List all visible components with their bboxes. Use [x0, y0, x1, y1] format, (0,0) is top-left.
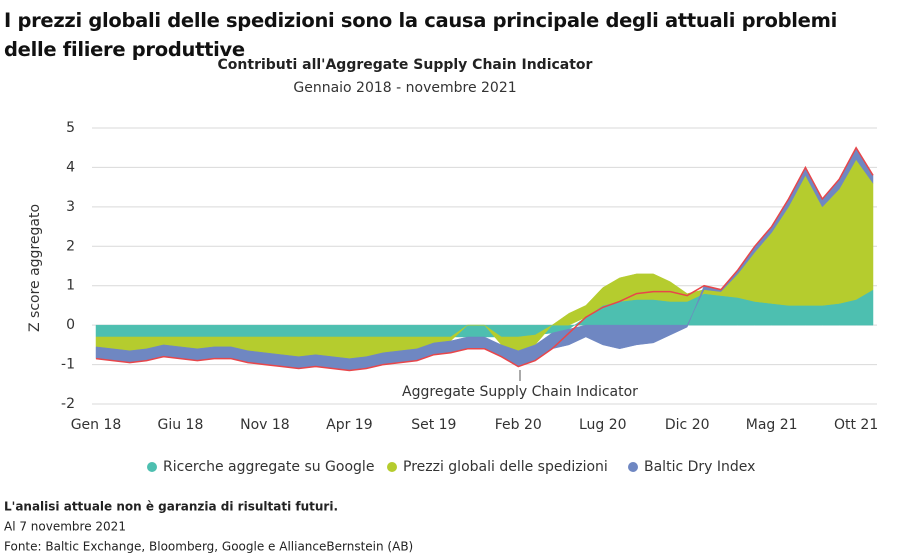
y-tick-label: 2 [66, 238, 75, 254]
note: Al 7 novembre 2021 [4, 520, 126, 534]
x-tick-label: Feb 20 [495, 417, 542, 433]
x-tick-label: Ott 21 [834, 417, 878, 433]
legend-label: Baltic Dry Index [644, 459, 755, 475]
x-tick-label: Giu 18 [158, 417, 204, 433]
x-tick-label: Lug 20 [579, 417, 627, 433]
note: Fonte: Baltic Exchange, Bloomberg, Googl… [4, 540, 413, 554]
heading: I prezzi globali delle spedizioni sono l… [4, 9, 838, 61]
y-axis-label: Z score aggregato [27, 204, 43, 332]
chart-title: Contributi all'Aggregate Supply Chain In… [218, 57, 593, 73]
legend-swatch [147, 462, 157, 472]
y-tick-label: -1 [61, 357, 75, 373]
y-tick-label: 5 [66, 120, 75, 136]
legend-label: Prezzi globali delle spedizioni [403, 459, 608, 475]
y-tick-label: -2 [61, 396, 75, 412]
legend-swatch [387, 462, 397, 472]
x-tick-label: Apr 19 [326, 417, 372, 433]
x-tick-label: Mag 21 [746, 417, 798, 433]
x-tick-label: Gen 18 [71, 417, 122, 433]
note: L'analisi attuale non è garanzia di risu… [4, 500, 338, 514]
x-tick-label: Set 19 [411, 417, 456, 433]
chart-subtitle: Gennaio 2018 - novembre 2021 [293, 80, 516, 96]
x-tick-label: Dic 20 [665, 417, 710, 433]
legend-label: Ricerche aggregate su Google [163, 459, 374, 475]
y-tick-label: 1 [66, 278, 75, 294]
y-tick-label: 4 [66, 159, 75, 175]
y-tick-label: 0 [66, 317, 75, 333]
x-tick-label: Nov 18 [240, 417, 290, 433]
legend-swatch [628, 462, 638, 472]
y-tick-label: 3 [66, 199, 75, 215]
annotation: Aggregate Supply Chain Indicator [402, 384, 638, 400]
aggregate-line [95, 146, 874, 372]
